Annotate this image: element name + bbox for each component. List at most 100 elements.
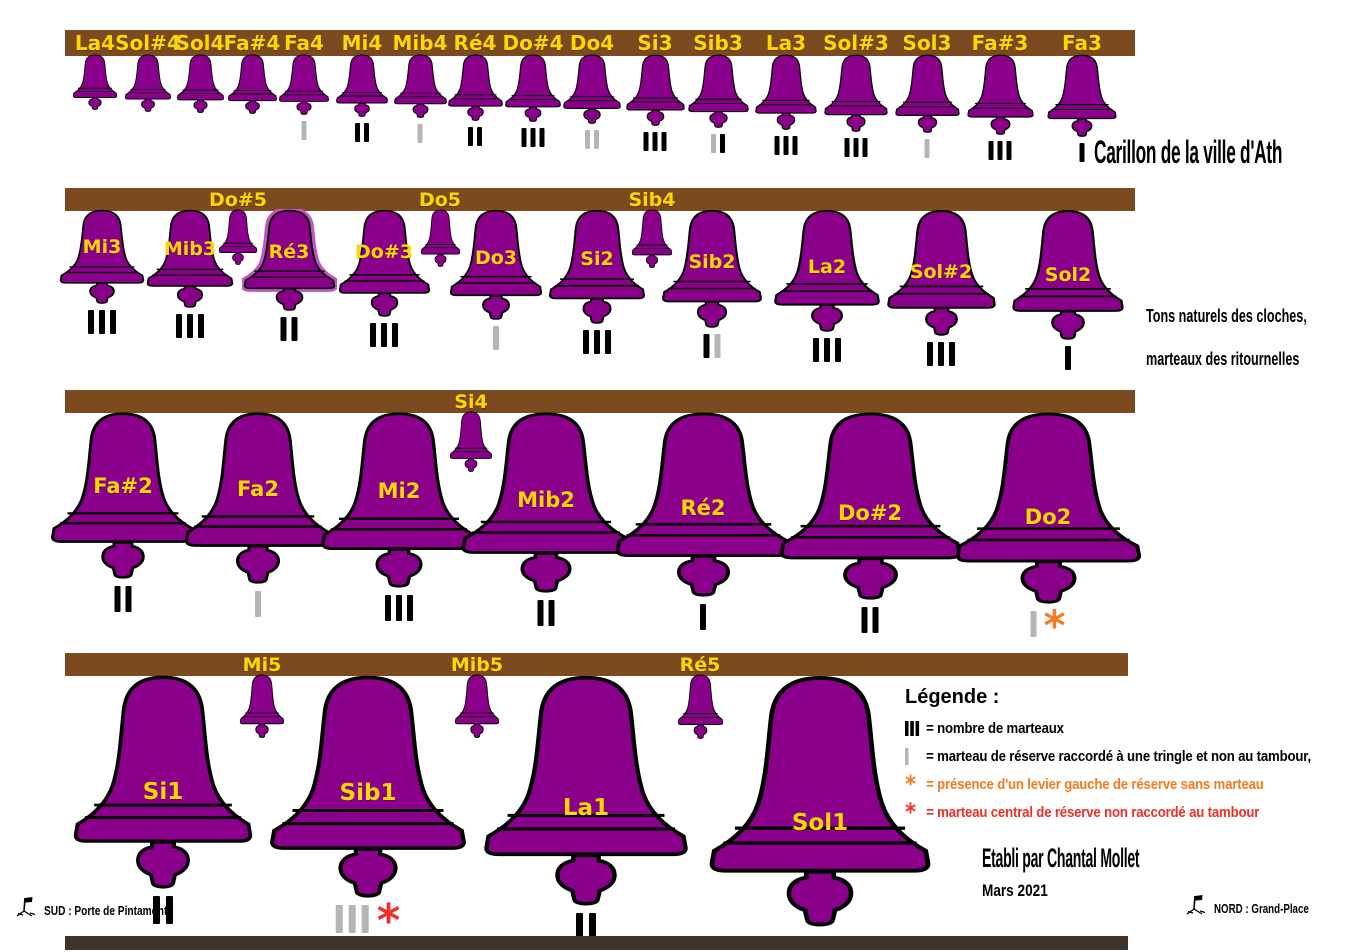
bell-label-Sol2: Sol2 bbox=[1044, 264, 1092, 287]
bell-Do3 bbox=[448, 209, 544, 320]
bell-label-Sol4: Sol4 bbox=[175, 31, 225, 55]
bell-Sol2 bbox=[1010, 209, 1126, 340]
hammer-marks-Sib1: * bbox=[335, 894, 401, 947]
legend-item-text: = marteau de réserve raccordé à une trin… bbox=[926, 748, 1311, 765]
tally-black bbox=[407, 594, 413, 621]
bell-shape bbox=[687, 54, 749, 128]
credits: Etabli par Chantal Mollet Mars 2021 bbox=[982, 843, 1285, 901]
bell-Mib5 bbox=[454, 674, 500, 738]
tally-gray bbox=[255, 590, 261, 617]
compass-north: NORD : Grand-Place bbox=[1184, 892, 1336, 918]
tally-gray bbox=[361, 905, 369, 933]
page-title: Carillon de la ville d'Ath bbox=[1094, 134, 1283, 170]
hammer-marks-Do4 bbox=[585, 130, 599, 150]
bell-shape bbox=[966, 54, 1034, 135]
flag-icon bbox=[16, 897, 36, 917]
bell-label-Si2: Si2 bbox=[580, 248, 614, 271]
tally-gray bbox=[417, 124, 423, 143]
bell-label-Do#2: Do#2 bbox=[837, 501, 903, 526]
tally-black bbox=[813, 337, 819, 362]
tally-gray bbox=[493, 326, 499, 351]
bell-shape bbox=[755, 54, 817, 130]
bell-label-Si1: Si1 bbox=[142, 778, 184, 805]
bell-Do#2 bbox=[776, 411, 965, 600]
bell-Ré2 bbox=[612, 411, 795, 597]
tally-black bbox=[110, 309, 116, 334]
tally-black bbox=[938, 341, 944, 366]
beam-row-3 bbox=[65, 390, 1135, 413]
hammer-marks-Ré3 bbox=[280, 317, 298, 342]
bell-shape bbox=[338, 209, 430, 317]
hammer-marks-La3 bbox=[774, 135, 798, 155]
bell-Fa#2 bbox=[48, 411, 198, 579]
tally-black bbox=[652, 131, 658, 151]
bell-label-Ré5: Ré5 bbox=[679, 653, 721, 676]
tally-gray bbox=[301, 121, 307, 141]
bell-label-Fa#4: Fa#4 bbox=[223, 31, 281, 55]
hammer-marks-Fa2 bbox=[255, 590, 261, 617]
tally-black bbox=[198, 313, 204, 338]
hammer-marks-Mi2 bbox=[385, 594, 413, 621]
credit-date: Mars 2021 bbox=[982, 881, 1048, 900]
tally-gray bbox=[714, 334, 721, 359]
tally-black bbox=[187, 313, 193, 338]
bell-La4 bbox=[72, 54, 118, 110]
bell-label-Fa#3: Fa#3 bbox=[971, 31, 1029, 55]
compass-south-label: SUD : Porte de Pintamont bbox=[44, 903, 168, 918]
orange-asterisk-icon: * bbox=[905, 770, 916, 799]
bell-Sib3 bbox=[687, 54, 750, 128]
bell-label-Fa3: Fa3 bbox=[1062, 31, 1102, 55]
tally-black bbox=[291, 317, 298, 342]
tally-black bbox=[114, 585, 121, 612]
hammer-marks-Si3 bbox=[643, 131, 667, 151]
tally-black bbox=[783, 135, 789, 155]
bell-shape bbox=[677, 674, 723, 739]
tally-black bbox=[530, 127, 536, 147]
bell-shape bbox=[955, 412, 1141, 604]
tally-gray bbox=[924, 139, 930, 159]
asterisk-orange: * bbox=[1043, 601, 1066, 651]
hammer-marks-Fa#2 bbox=[114, 585, 132, 612]
bell-La1 bbox=[480, 674, 692, 906]
tally-black bbox=[997, 140, 1003, 160]
tally-black bbox=[392, 322, 398, 347]
bell-shape bbox=[894, 54, 960, 133]
beam-row-4 bbox=[65, 653, 1128, 676]
bell-label-Fa#2: Fa#2 bbox=[93, 473, 153, 498]
bell-Sol#2 bbox=[885, 209, 998, 336]
tally-black bbox=[835, 337, 841, 362]
tally-black bbox=[594, 330, 600, 355]
bell-shape bbox=[449, 411, 493, 472]
tally-black bbox=[872, 607, 879, 634]
bell-label-Do5: Do5 bbox=[418, 188, 462, 211]
beam-row-1 bbox=[65, 30, 1135, 56]
bell-shape bbox=[73, 675, 253, 889]
hammer-marks-Ré4 bbox=[468, 126, 482, 146]
legend-item-text: = nombre de marteaux bbox=[926, 720, 1064, 737]
bell-shape bbox=[336, 54, 388, 117]
bell-shape bbox=[631, 209, 673, 268]
bell-shape bbox=[779, 412, 961, 600]
bell-Sol4 bbox=[176, 54, 225, 113]
bell-Mi5 bbox=[239, 674, 285, 738]
bell-Mib4 bbox=[393, 54, 448, 118]
bell-shape bbox=[625, 54, 685, 126]
bell-label-La2: La2 bbox=[807, 255, 847, 278]
tally-gray bbox=[585, 130, 590, 150]
bell-shape bbox=[662, 209, 762, 328]
side-note-line-2: marteaux des ritournelles bbox=[1146, 349, 1300, 369]
tally-black bbox=[862, 138, 868, 158]
bell-shape bbox=[824, 54, 888, 132]
tally-black bbox=[583, 330, 589, 355]
tally-black bbox=[774, 135, 780, 155]
hammer-marks-Sol#2 bbox=[927, 341, 955, 366]
tally-black bbox=[521, 127, 527, 147]
bell-label-Ré4: Ré4 bbox=[453, 31, 497, 55]
tally-black bbox=[385, 594, 391, 621]
bell-shape bbox=[321, 412, 477, 588]
tally-black bbox=[792, 135, 798, 155]
hammer-marks-La2 bbox=[813, 337, 841, 362]
hammer-marks-Ré2 bbox=[700, 603, 706, 630]
asterisk-red: * bbox=[376, 894, 401, 947]
bell-shape bbox=[461, 412, 631, 593]
